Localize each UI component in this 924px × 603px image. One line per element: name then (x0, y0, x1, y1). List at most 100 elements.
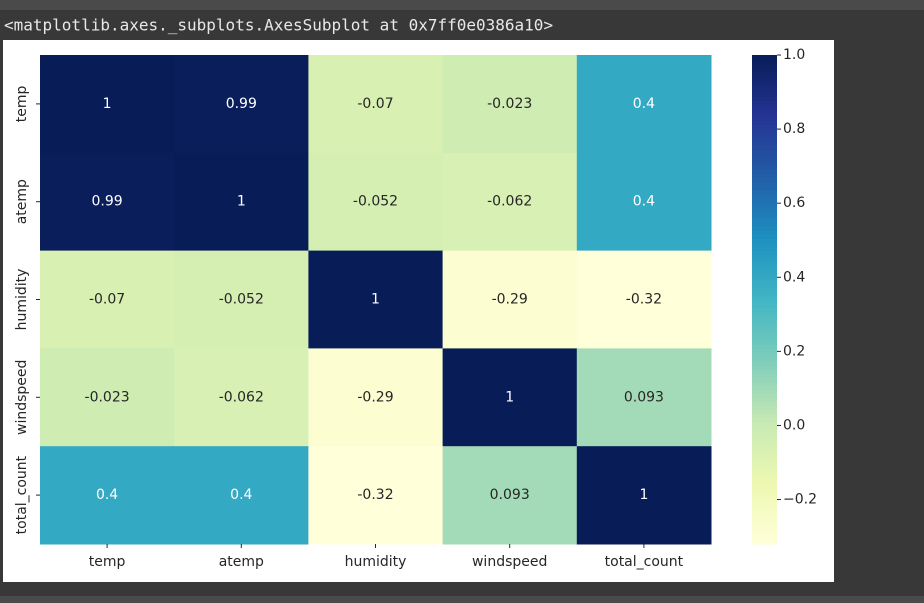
colorbar-segment (752, 226, 777, 231)
colorbar-segment (752, 103, 777, 109)
top-bar (0, 0, 924, 10)
colorbar-segment (752, 425, 777, 431)
colorbar-segment (752, 470, 777, 476)
colorbar-segment (752, 356, 777, 362)
colorbar-segment (752, 128, 777, 134)
colorbar-segment (752, 311, 777, 317)
heatmap-cell (576, 152, 712, 252)
heatmap-cell (576, 446, 712, 545)
colorbar-segment (752, 417, 777, 423)
cell-label: 0.093 (624, 389, 664, 405)
cell-label: -0.32 (626, 292, 662, 308)
colorbar-segment (752, 169, 777, 174)
colorbar-segment (752, 87, 777, 93)
colorbar-segment (752, 515, 777, 521)
cell-label: 0.4 (633, 96, 655, 112)
colorbar-segment (752, 319, 777, 325)
colorbar-segment (752, 95, 777, 101)
y-tick-label: total_count (14, 455, 30, 534)
colorbar-segment (752, 495, 777, 500)
colorbar-segment (752, 328, 777, 333)
colorbar-segment (752, 112, 777, 117)
colorbar-segment (752, 75, 777, 81)
colorbar-segment (752, 323, 777, 329)
colorbar-segment (752, 165, 777, 170)
colorbar-segment (752, 181, 777, 186)
colorbar-segment (752, 266, 777, 272)
colorbar-segment (752, 234, 777, 239)
colorbar-segment (752, 230, 777, 235)
colorbar-segment (752, 332, 777, 337)
colorbar-segment (752, 132, 777, 138)
cell-label: -0.062 (219, 389, 264, 405)
colorbar-segment (752, 376, 777, 382)
colorbar-segment (752, 372, 777, 378)
colorbar-segment (752, 511, 777, 517)
cell-label: 1 (505, 389, 514, 405)
colorbar-segment (752, 344, 777, 349)
colorbar-segment (752, 218, 777, 223)
colorbar-segment (752, 299, 777, 305)
colorbar-segment (752, 397, 777, 402)
colorbar-segment (752, 193, 777, 199)
colorbar-segment (752, 140, 777, 146)
cell-label: 0.4 (230, 487, 252, 503)
colorbar-segment (752, 401, 777, 407)
cell-label: -0.062 (487, 194, 532, 210)
colorbar-segment (752, 275, 777, 280)
colorbar-segment (752, 507, 777, 512)
heatmap-cell (442, 446, 578, 545)
colorbar-segment (752, 454, 777, 460)
colorbar-segment (752, 71, 777, 76)
heatmap-cell (576, 250, 712, 349)
colorbar-segment (752, 450, 777, 455)
heatmap-cell (308, 446, 444, 545)
heatmap-cell (40, 446, 175, 545)
cell-label: -0.29 (492, 292, 528, 308)
colorbar-segment (752, 389, 777, 394)
colorbar-segment (752, 185, 777, 191)
heatmap-cell (576, 55, 712, 154)
colorbar-segment (752, 539, 777, 545)
colorbar-tick-label: 0.2 (783, 343, 805, 359)
x-tick-label: atemp (219, 554, 264, 570)
colorbar-segment (752, 83, 777, 89)
colorbar-segment (752, 303, 777, 309)
colorbar-segment (752, 189, 777, 195)
colorbar-segment (752, 491, 777, 496)
colorbar-segment (752, 438, 777, 443)
colorbar-segment (752, 523, 777, 529)
heatmap-cell (40, 250, 175, 349)
colorbar-segment (752, 148, 777, 154)
colorbar-segment (752, 307, 777, 313)
heatmap-cell (174, 250, 309, 349)
colorbar-segment (752, 442, 777, 447)
colorbar-segment (752, 124, 777, 129)
cell-label: 0.99 (226, 96, 257, 112)
cell-label: 1 (639, 487, 648, 503)
heatmap-cell (308, 152, 444, 252)
colorbar-segment (752, 531, 777, 537)
heatmap-cell (442, 250, 578, 349)
x-tick-label: temp (89, 554, 126, 570)
colorbar-segment (752, 156, 777, 162)
cell-label: 1 (371, 292, 380, 308)
colorbar-segment (752, 413, 777, 419)
colorbar-segment (752, 160, 777, 166)
colorbar-segment (752, 474, 777, 480)
bottom-bar (0, 596, 924, 603)
colorbar-segment (752, 466, 777, 472)
colorbar-segment (752, 478, 777, 484)
colorbar-segment (752, 340, 777, 345)
colorbar-segment (752, 409, 777, 415)
y-tick-label: temp (14, 85, 30, 122)
colorbar-segment (752, 385, 777, 390)
colorbar-segment (752, 535, 777, 541)
colorbar-segment (752, 63, 777, 68)
colorbar-segment (752, 262, 777, 268)
heatmap-cell (576, 348, 712, 447)
y-tick-label: windspeed (14, 360, 30, 435)
colorbar-segment (752, 482, 777, 488)
